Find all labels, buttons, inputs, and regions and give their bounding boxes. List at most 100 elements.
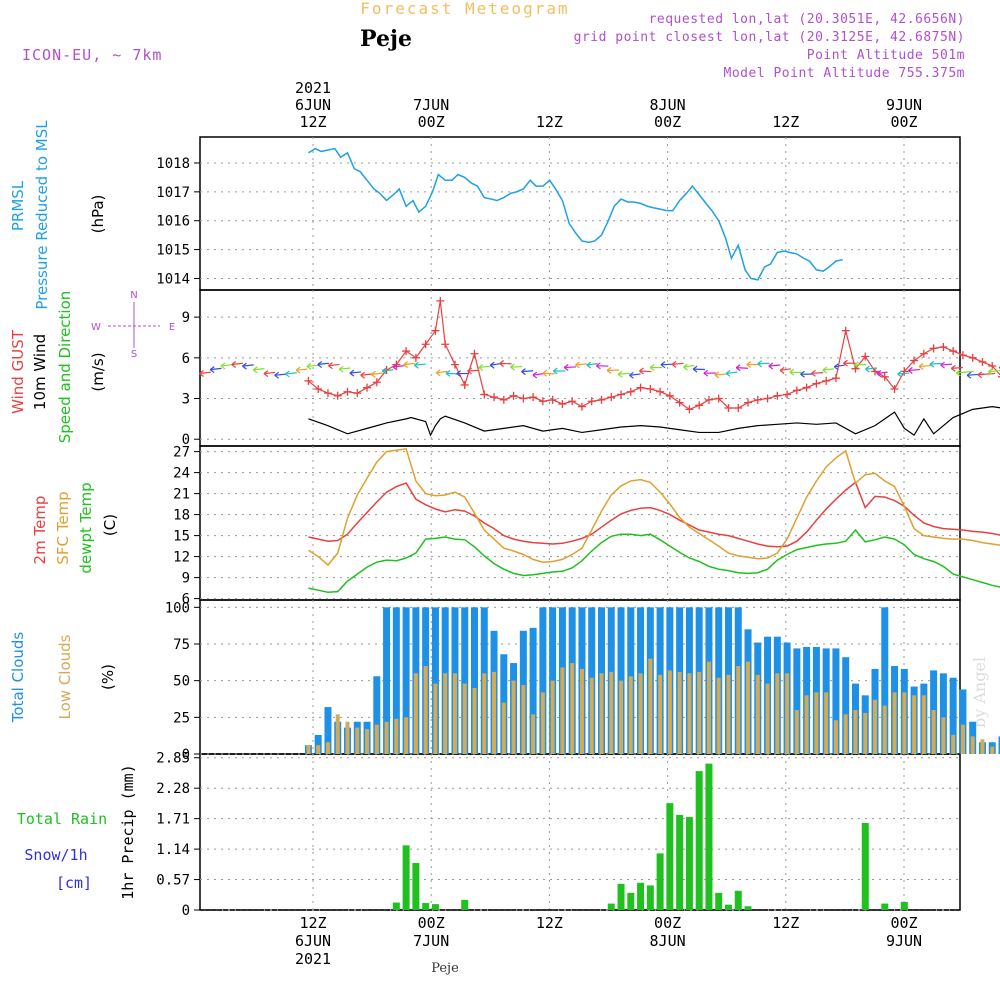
wind-direction-arrow [780,368,792,371]
wind-direction-arrow [672,362,684,365]
wind-arrow-head [381,367,387,375]
total-cloud-bar [549,607,557,754]
wind-direction-arrow [822,368,835,371]
rain-bar [656,853,664,910]
wind-y-axis: 0 3 6 9 [182,310,960,448]
wind-arrow-head [371,370,376,378]
wind-direction-arrow [683,364,695,368]
wind-direction-arrow [908,368,920,372]
wind-direction-arrow [940,363,953,366]
wind-arrow-head [649,364,655,372]
wind-direction-arrow [575,363,587,366]
total-cloud-bar [314,734,322,754]
clouds-ytick-label: 25 [173,710,190,726]
temp-frame [199,445,961,601]
low-cloud-bar [345,721,350,754]
chart-title: Forecast Meteogram [360,0,569,18]
pressure-ytick-label: 1014 [156,271,190,287]
wind-arrow-head [977,371,983,379]
gust-line [308,300,1000,411]
total-cloud-bar [949,677,957,754]
gust-marker [499,395,508,404]
gust-marker [773,391,782,400]
model-label: ICON-EU, ~ 7km [22,46,162,64]
low-cloud-bar [648,658,653,754]
total-cloud-bar [539,607,547,754]
rain-bar [461,899,469,910]
sfc-temp-line [308,447,1000,567]
total-cloud-bar [529,627,537,754]
gust-marker [783,390,792,399]
wind-arrow-head [735,364,741,372]
pressure-ytick-label: 1016 [156,214,190,230]
wind-arrow-head [242,362,247,370]
bottom-hour-label: 12Z [536,914,563,932]
top-year-label: 2021 [295,79,331,97]
bottom-hour-label: 00Z [890,914,917,932]
temp-label-3: dewpt Temp [77,482,95,573]
low-cloud-bar [579,668,584,754]
low-cloud-bar [746,661,751,754]
wind-arrow-head [199,369,204,377]
gust-marker [353,389,362,398]
pressure-ytick-label: 1017 [156,185,190,201]
rain-bar [607,903,615,910]
wind-arrow-head [692,365,698,373]
rain-bar [676,814,684,910]
rain-bar [637,882,645,910]
temp-ytick-label: 9 [182,571,190,587]
plot-area: 1014101510161017101803696912151821242702… [156,79,1000,968]
gust-marker [890,385,899,394]
gust-marker [558,399,567,408]
temp-ytick-label: 24 [173,466,190,482]
gust-marker [695,401,704,410]
wind-direction-arrow [436,370,448,374]
wind-arrow-head [876,370,882,378]
gust-marker [656,387,665,396]
wind-arrow-head [617,370,623,378]
wind-arrow-head [988,368,993,376]
temp-ytick-label: 21 [173,487,190,503]
gust-marker [587,397,596,406]
low-cloud-bar [609,671,614,754]
gust-marker [812,379,821,388]
wind-direction-arrow [564,366,577,369]
wind-arrow-head [274,371,280,379]
compass-east: E [169,322,175,333]
wind-units: (m/s) [89,352,107,391]
gust-marker [949,347,958,356]
gust-marker [529,393,538,402]
wind-arrow-head [800,370,805,378]
wind-direction-arrow [726,371,738,375]
credit-watermark: by Angel [970,657,989,728]
wind-direction-arrow [629,373,641,376]
wind-arrow-head [606,366,612,374]
wind-frame [199,289,961,447]
wind-direction-arrow [253,368,265,371]
wind-direction-arrow [478,365,491,369]
gust-marker [822,376,831,385]
rain-bar [744,906,752,910]
wind-direction-arrow [467,369,480,372]
gust-marker [792,386,801,395]
rain-bar [402,845,410,910]
precip-ytick-label: 0.57 [156,873,190,889]
precip-ytick-label: 0 [182,903,190,919]
wind-arrow-head [209,366,215,374]
gust-marker [763,394,772,403]
gust-marker [714,394,723,403]
wind-direction-arrow [977,372,996,376]
temp-label-1: 2m Temp [31,496,49,565]
gust-marker [998,376,1000,378]
low-cloud-bar [384,721,389,754]
top-date-label: 7JUN [413,96,449,114]
gust-marker [490,393,499,402]
rain-bar [695,771,703,910]
low-cloud-bar [335,714,340,754]
temp-ytick-label: 18 [173,508,190,524]
bottom-date-label: 7JUN [413,932,449,950]
wind-arrow-head [789,368,795,376]
gust-marker [436,296,445,305]
low-cloud-bar [882,705,887,754]
wind-arrow-head [414,361,419,369]
